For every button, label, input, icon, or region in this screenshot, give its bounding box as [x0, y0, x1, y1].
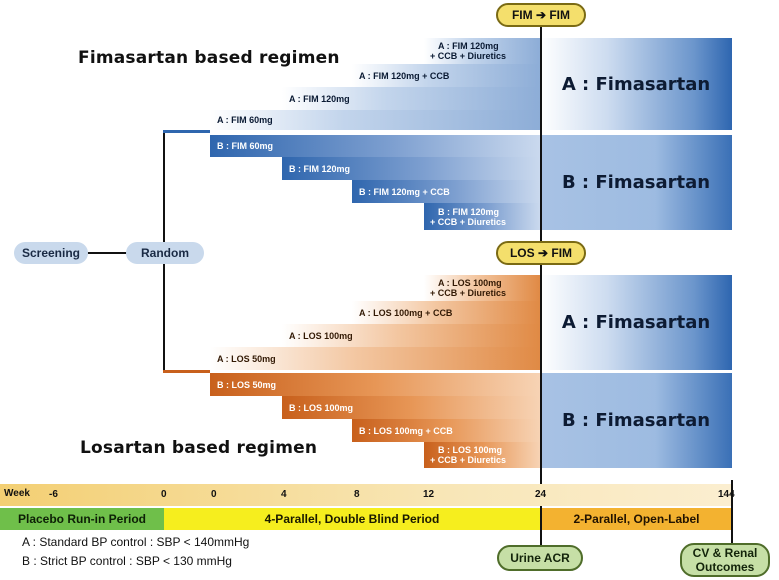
- fimasartan-regimen-title: Fimasartan based regimen: [78, 48, 340, 68]
- step-label: B : LOS 100mg: [438, 445, 503, 455]
- fim-b-step-4: B : FIM 120mg + CCB + Diuretics: [424, 203, 540, 230]
- step-label: A : FIM 120mg: [289, 93, 350, 104]
- los-to-fim-switch-label: LOS ➔ FIM: [496, 241, 586, 265]
- week-tick-0b: 0: [211, 489, 217, 500]
- step-label: A : FIM 120mg: [438, 41, 499, 51]
- los-b-step-2: B : LOS 100mg: [282, 396, 540, 419]
- step-label: B : LOS 50mg: [217, 379, 277, 390]
- step-label-sub: + CCB + Diuretics: [430, 288, 507, 298]
- step-label: B : FIM 120mg + CCB: [359, 186, 450, 197]
- los-a-fimasartan-panel: A : Fimasartan: [540, 275, 732, 370]
- week-24-divider: [540, 22, 542, 570]
- fim-a-step-1: A : FIM 60mg: [210, 110, 540, 130]
- step-label: A : LOS 100mg: [289, 330, 353, 341]
- cv-renal-outcomes: CV & Renal Outcomes: [680, 543, 770, 577]
- screening-random-connector: [84, 252, 128, 254]
- fim-a-step-3: A : FIM 120mg + CCB: [352, 64, 540, 87]
- week-tick-0a: 0: [161, 489, 167, 500]
- step-label: B : FIM 120mg: [438, 206, 500, 217]
- week-tick-minus6: -6: [49, 489, 58, 500]
- week-label: Week: [4, 488, 30, 499]
- fim-b-fimasartan-panel: B : Fimasartan: [540, 135, 732, 230]
- week-tick-144: 144: [718, 489, 735, 500]
- fim-b-step-2: B : FIM 120mg: [282, 157, 540, 180]
- fim-a-fimasartan-panel: A : Fimasartan: [540, 38, 732, 130]
- panel-label: A : Fimasartan: [561, 312, 711, 333]
- los-b-step-4: B : LOS 100mg + CCB + Diuretics: [424, 442, 540, 468]
- step-label: B : FIM 120mg: [289, 163, 351, 174]
- note-strict-bp: B : Strict BP control : SBP < 130 mmHg: [22, 554, 232, 568]
- outcome-line-2: Outcomes: [695, 560, 755, 574]
- week-tick-24: 24: [535, 489, 547, 500]
- step-label: B : FIM 60mg: [217, 141, 274, 151]
- step-label: A : LOS 100mg: [438, 278, 502, 288]
- step-label-sub: + CCB + Diuretics: [430, 216, 507, 227]
- outcome-line-1: CV & Renal: [692, 546, 758, 560]
- los-b-step-1: B : LOS 50mg: [210, 373, 540, 396]
- los-a-step-2: A : LOS 100mg: [282, 324, 540, 347]
- fim-branch-connector: [163, 130, 210, 133]
- placebo-run-in-period: Placebo Run-in Period: [0, 508, 164, 530]
- fim-b-step-1: B : FIM 60mg: [210, 135, 540, 157]
- screening-node: Screening: [14, 242, 88, 264]
- step-label: A : FIM 60mg: [217, 115, 273, 125]
- step-label: B : LOS 100mg + CCB: [359, 425, 453, 436]
- los-branch-connector: [163, 370, 210, 373]
- los-a-step-4: A : LOS 100mg + CCB + Diuretics: [424, 275, 540, 301]
- note-standard-bp: A : Standard BP control : SBP < 140mmHg: [22, 535, 250, 549]
- week-axis-band: [0, 484, 731, 506]
- open-label-period: 2-Parallel, Open-Label: [542, 508, 731, 530]
- panel-label: A : Fimasartan: [561, 73, 711, 95]
- step-label: B : LOS 100mg: [289, 402, 354, 413]
- fim-b-step-3: B : FIM 120mg + CCB: [352, 180, 540, 203]
- step-label-sub: + CCB + Diuretics: [430, 455, 507, 465]
- los-b-step-3: B : LOS 100mg + CCB: [352, 419, 540, 442]
- step-label: A : LOS 50mg: [217, 353, 276, 364]
- double-blind-period: 4-Parallel, Double Blind Period: [164, 508, 540, 530]
- step-label-sub: + CCB + Diuretics: [430, 51, 507, 61]
- step-label: A : FIM 120mg + CCB: [359, 70, 450, 81]
- panel-label: B : Fimasartan: [561, 172, 711, 193]
- week-tick-12: 12: [423, 489, 435, 500]
- week-tick-4: 4: [281, 489, 287, 500]
- random-node: Random: [126, 242, 204, 264]
- fim-a-step-2: A : FIM 120mg: [282, 87, 540, 110]
- step-label: A : LOS 100mg + CCB: [359, 307, 453, 318]
- losartan-regimen-title: Losartan based regimen: [80, 438, 318, 458]
- week-tick-8: 8: [354, 489, 360, 500]
- los-a-step-1: A : LOS 50mg: [210, 347, 540, 370]
- fim-to-fim-switch-label: FIM ➔ FIM: [496, 3, 586, 27]
- urine-acr-outcome: Urine ACR: [497, 545, 583, 571]
- fim-a-step-4: A : FIM 120mg + CCB + Diuretics: [424, 38, 540, 64]
- los-a-step-3: A : LOS 100mg + CCB: [352, 301, 540, 324]
- week-144-divider: [731, 480, 733, 570]
- panel-label: B : Fimasartan: [561, 410, 711, 431]
- los-b-fimasartan-panel: B : Fimasartan: [540, 373, 732, 468]
